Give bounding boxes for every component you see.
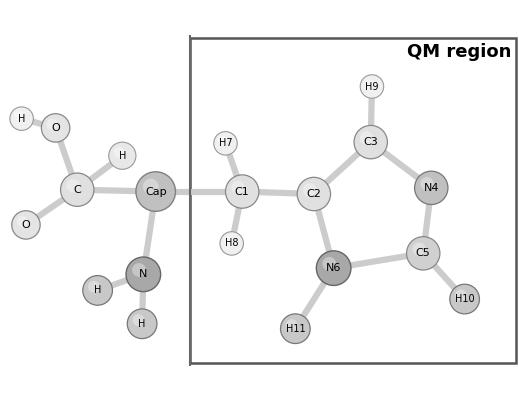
- Text: O: O: [51, 123, 60, 133]
- Circle shape: [360, 131, 373, 145]
- Circle shape: [126, 257, 161, 292]
- Circle shape: [322, 257, 336, 271]
- Text: H: H: [119, 151, 126, 161]
- Circle shape: [42, 114, 70, 142]
- FancyBboxPatch shape: [190, 38, 516, 363]
- Circle shape: [10, 107, 33, 130]
- Circle shape: [450, 284, 480, 314]
- Text: C1: C1: [235, 186, 250, 196]
- Circle shape: [280, 314, 310, 344]
- Text: QM region: QM region: [406, 43, 511, 61]
- Text: H: H: [18, 113, 25, 124]
- Circle shape: [109, 142, 136, 169]
- Text: C5: C5: [416, 248, 431, 258]
- Circle shape: [17, 216, 28, 227]
- Circle shape: [285, 319, 297, 331]
- Circle shape: [354, 126, 387, 159]
- Circle shape: [132, 263, 146, 277]
- Circle shape: [413, 243, 426, 256]
- Text: H8: H8: [225, 239, 238, 249]
- Circle shape: [136, 172, 175, 211]
- Circle shape: [224, 236, 234, 245]
- Text: C3: C3: [363, 137, 378, 147]
- Circle shape: [12, 211, 40, 239]
- Text: H11: H11: [285, 324, 305, 334]
- Text: C: C: [73, 185, 81, 195]
- Text: H: H: [94, 286, 101, 296]
- Circle shape: [61, 173, 94, 207]
- Text: N: N: [139, 269, 147, 279]
- Circle shape: [364, 79, 374, 88]
- Circle shape: [88, 281, 100, 293]
- Text: H9: H9: [365, 81, 379, 91]
- Circle shape: [14, 111, 23, 120]
- Text: H7: H7: [218, 138, 233, 148]
- Circle shape: [231, 181, 244, 194]
- Text: N4: N4: [424, 183, 439, 193]
- Circle shape: [218, 136, 227, 145]
- Circle shape: [297, 177, 331, 211]
- Circle shape: [132, 314, 144, 326]
- Circle shape: [360, 75, 384, 98]
- Circle shape: [220, 232, 243, 255]
- Circle shape: [317, 251, 351, 286]
- Circle shape: [46, 119, 58, 130]
- Text: N6: N6: [326, 263, 342, 273]
- Circle shape: [143, 179, 159, 194]
- Circle shape: [127, 309, 157, 338]
- Circle shape: [66, 179, 80, 192]
- Circle shape: [83, 275, 113, 305]
- Circle shape: [114, 147, 125, 158]
- Text: O: O: [22, 220, 30, 230]
- Circle shape: [214, 132, 237, 155]
- Circle shape: [406, 237, 440, 270]
- Circle shape: [303, 183, 317, 196]
- Circle shape: [415, 171, 448, 205]
- Text: H: H: [139, 319, 146, 329]
- Circle shape: [226, 175, 259, 208]
- Circle shape: [420, 177, 434, 190]
- Circle shape: [455, 290, 467, 301]
- Text: C2: C2: [306, 189, 321, 199]
- Text: H10: H10: [455, 294, 474, 304]
- Text: Cap: Cap: [145, 186, 167, 196]
